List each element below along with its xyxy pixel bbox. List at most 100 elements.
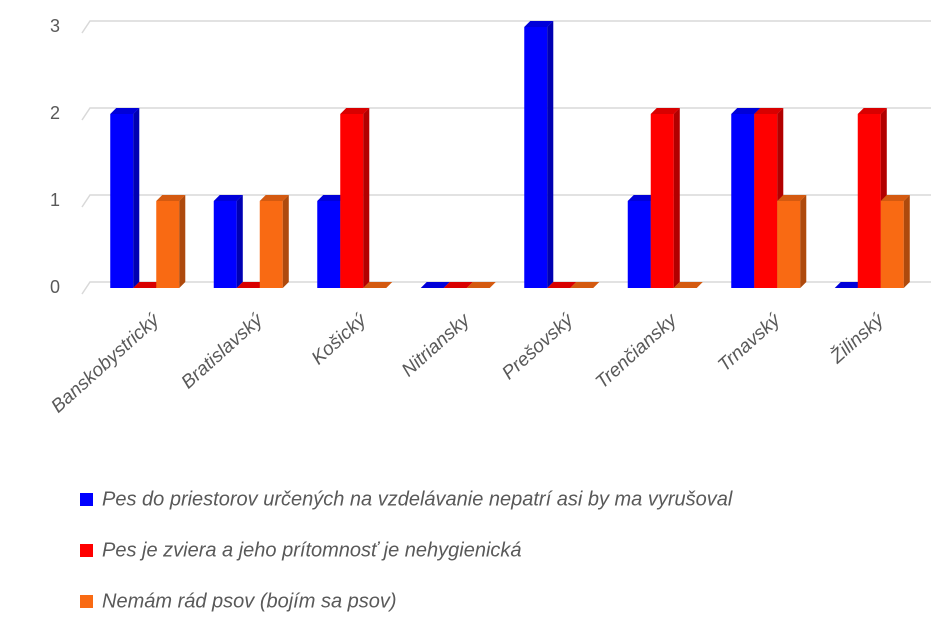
bar-top — [834, 282, 864, 288]
bar-top-shade — [420, 282, 450, 288]
bar-front — [317, 201, 341, 288]
bar-top — [363, 282, 393, 288]
bar-top — [627, 195, 657, 201]
legend-swatch — [80, 493, 93, 506]
bar-top — [524, 21, 554, 27]
x-tick-label: Nitriansky — [398, 309, 475, 381]
bar — [156, 195, 186, 288]
bar-front — [880, 201, 904, 288]
bar-top — [317, 195, 347, 201]
bar-top — [880, 195, 910, 201]
bar-top-shade — [156, 195, 186, 201]
bar-top — [570, 282, 600, 288]
bar-top — [673, 282, 703, 288]
bar-top-shade — [259, 195, 289, 201]
bar-top-shade — [524, 21, 554, 27]
bar-side-shade — [800, 195, 807, 288]
bar-top — [731, 108, 761, 114]
bar — [650, 108, 680, 288]
bar-top-shade — [731, 108, 761, 114]
grid-line — [81, 107, 931, 121]
bar-top — [443, 282, 473, 288]
bar — [673, 282, 703, 288]
bar — [133, 282, 163, 288]
bar — [570, 282, 600, 288]
bar — [466, 282, 496, 288]
bar-top-shade — [754, 108, 784, 114]
bar-front — [650, 114, 674, 288]
bar-side-shade — [179, 195, 186, 288]
x-tick-label: Trenčiansky — [592, 309, 682, 393]
bar — [236, 282, 266, 288]
bar-top — [466, 282, 496, 288]
bar-top — [133, 282, 163, 288]
bar-front — [857, 114, 881, 288]
bar-top-shade — [340, 108, 370, 114]
bar-top-shade — [213, 195, 243, 201]
bar — [777, 195, 807, 288]
bar-top-shade — [236, 282, 266, 288]
bar-top-shade — [133, 282, 163, 288]
bar-top — [420, 282, 450, 288]
legend-label: Nemám rád psov (bojím sa psov) — [102, 590, 397, 612]
bar-top-shade — [627, 195, 657, 201]
bar-top — [213, 195, 243, 201]
bar-side — [282, 195, 289, 288]
legend-swatch — [80, 595, 93, 608]
bar — [880, 195, 910, 288]
bar-top — [777, 195, 807, 201]
bar-top-shade — [466, 282, 496, 288]
bar-side — [363, 108, 370, 288]
bar-front — [627, 201, 651, 288]
bar-front — [731, 114, 755, 288]
bar-top-shade — [110, 108, 140, 114]
bar-top-shade — [443, 282, 473, 288]
legend-label: Pes do priestorov určených na vzdelávani… — [102, 488, 733, 510]
bar-front — [156, 201, 180, 288]
bar-front — [777, 201, 801, 288]
bar-side — [903, 195, 910, 288]
y-tick-label: 3 — [50, 16, 60, 36]
x-tick-label: Bratislavský — [178, 309, 268, 393]
bar — [420, 282, 450, 288]
bar-top — [259, 195, 289, 201]
y-tick-label: 0 — [50, 277, 60, 297]
bar-side — [800, 195, 807, 288]
bar-side-shade — [903, 195, 910, 288]
y-tick-label: 1 — [50, 190, 60, 210]
bar — [363, 282, 393, 288]
bar — [834, 282, 864, 288]
bar-side-shade — [236, 195, 243, 288]
x-tick-label: Prešovský — [498, 309, 578, 384]
bar-top-shade — [673, 282, 703, 288]
bar — [259, 195, 289, 288]
bar-top-shade — [570, 282, 600, 288]
bar-top — [650, 108, 680, 114]
bar-top-shade — [363, 282, 393, 288]
x-tick-label: Žilinský — [825, 308, 889, 368]
bar-side-shade — [282, 195, 289, 288]
x-tick-label: Banskobystrický — [47, 309, 164, 417]
bar-side — [547, 21, 554, 288]
bar-side-shade — [547, 21, 554, 288]
bar-top-shade — [777, 195, 807, 201]
bar-front — [340, 114, 364, 288]
bar-top-shade — [317, 195, 347, 201]
bar-top — [547, 282, 577, 288]
bar-side-shade — [673, 108, 680, 288]
bar — [110, 108, 140, 288]
bar-front — [754, 114, 778, 288]
bar-top — [857, 108, 887, 114]
bar-top-shade — [857, 108, 887, 114]
bar — [340, 108, 370, 288]
bar-front — [259, 201, 283, 288]
bar-side — [179, 195, 186, 288]
bar-side — [673, 108, 680, 288]
bar-top — [236, 282, 266, 288]
bar-side-shade — [133, 108, 140, 288]
bar-top-shade — [547, 282, 577, 288]
bar-top-shade — [880, 195, 910, 201]
grid-line — [81, 20, 931, 34]
bar-top — [156, 195, 186, 201]
